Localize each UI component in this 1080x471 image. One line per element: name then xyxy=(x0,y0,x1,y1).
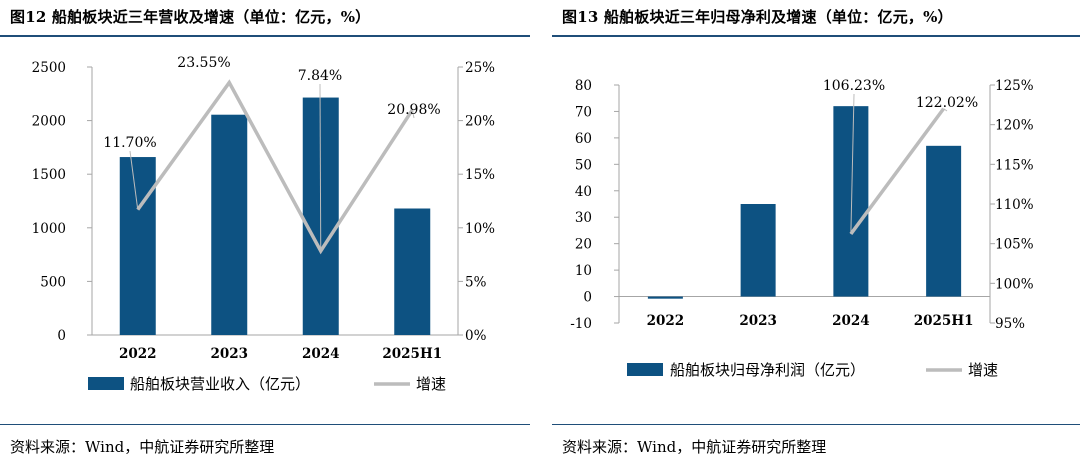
x-tick-label: 2022 xyxy=(119,346,157,362)
bar-2023 xyxy=(740,204,776,297)
data-label: 23.55% xyxy=(177,55,230,71)
y2-tick-label: 5% xyxy=(465,274,487,290)
x-tick-label: 2024 xyxy=(832,313,870,329)
y-tick-label: 20 xyxy=(575,237,592,253)
title-rule xyxy=(552,35,1080,37)
data-label-leader xyxy=(850,93,855,234)
y2-tick-label: 120% xyxy=(995,118,1034,134)
bar-2024 xyxy=(833,106,869,297)
y-tick-label: 30 xyxy=(575,210,592,226)
y-tick-label: 80 xyxy=(575,78,592,94)
bar-2025H1 xyxy=(926,145,962,297)
y-tick-label: 70 xyxy=(575,104,592,120)
y2-tick-label: 0% xyxy=(465,328,487,344)
bar-2022 xyxy=(119,157,156,335)
y2-tick-label: 110% xyxy=(995,197,1034,213)
title-rule xyxy=(0,35,530,37)
y-tick-label: 10 xyxy=(575,263,592,279)
legend-bar-swatch xyxy=(88,377,124,390)
legend-bar-label: 船舶板块归母净利润（亿元） xyxy=(670,361,865,379)
growth-line xyxy=(136,79,414,255)
source-note: 资料来源：Wind，中航证券研究所整理 xyxy=(10,438,275,456)
data-label: 106.23% xyxy=(823,78,885,94)
y2-tick-label: 125% xyxy=(995,78,1034,94)
y2-tick-label: 95% xyxy=(995,316,1025,332)
source-rule xyxy=(0,424,530,425)
y-tick-label: 0 xyxy=(57,328,66,344)
x-tick-label: 2023 xyxy=(210,346,248,362)
bar-2023 xyxy=(211,114,248,335)
growth-line xyxy=(849,107,946,235)
legend-bar-swatch xyxy=(627,363,663,376)
legend-bar-label: 船舶板块营业收入（亿元） xyxy=(130,375,310,393)
y-tick-label: 2000 xyxy=(32,114,66,130)
data-label-leader xyxy=(129,150,139,210)
x-tick-label: 2025H1 xyxy=(914,313,974,329)
y-tick-label: 1000 xyxy=(32,221,66,237)
data-label: 20.98% xyxy=(387,102,440,118)
data-label: 7.84% xyxy=(298,68,342,84)
y2-tick-label: 115% xyxy=(995,157,1034,173)
data-label-leader xyxy=(319,83,322,251)
legend-line-label: 增速 xyxy=(968,361,998,379)
y-tick-label: 500 xyxy=(40,274,66,290)
bar-2022 xyxy=(647,296,683,299)
y2-tick-label: 105% xyxy=(995,237,1034,253)
data-label: 122.02% xyxy=(916,95,978,111)
source-rule xyxy=(552,424,1080,425)
y2-tick-label: 10% xyxy=(465,221,495,237)
y2-tick-label: 20% xyxy=(465,114,495,130)
x-tick-label: 2023 xyxy=(739,313,777,329)
bar-2025H1 xyxy=(394,208,431,335)
x-tick-label: 2025H1 xyxy=(382,346,442,362)
legend-line-label: 增速 xyxy=(416,375,446,393)
chart-title: 图12 船舶板块近三年营收及增速（单位：亿元，%） xyxy=(10,8,371,26)
y2-tick-label: 25% xyxy=(465,60,495,76)
x-tick-label: 2024 xyxy=(302,346,340,362)
y2-tick-label: 100% xyxy=(995,276,1034,292)
source-note: 资料来源：Wind，中航证券研究所整理 xyxy=(562,438,827,456)
y2-tick-label: 15% xyxy=(465,167,495,183)
revenue-chart: 2500 2000 1500 1000 500 0 25% 20% 15% 10% 5% 0% 2022… xyxy=(32,55,496,393)
y-tick-label: 40 xyxy=(575,184,592,200)
y-tick-label: 60 xyxy=(575,131,592,147)
y-tick-label: 50 xyxy=(575,157,592,173)
chart-title: 图13 船舶板块近三年归母净利及增速（单位：亿元，%） xyxy=(562,8,953,26)
profit-chart: 80 70 60 50 40 30 20 10 0 -10 125% 120% 115% 110% 105%… xyxy=(570,78,1034,379)
y-tick-label: -10 xyxy=(570,316,592,332)
data-label: 11.70% xyxy=(103,135,156,151)
y-tick-label: 0 xyxy=(583,290,592,306)
data-label-leader xyxy=(411,109,415,119)
right-chart-panel: 图13 船舶板块近三年归母净利及增速（单位：亿元，%） 资料来源：Wind，中航… xyxy=(552,0,1080,471)
data-label-leader xyxy=(943,108,948,112)
y-tick-label: 2500 xyxy=(32,60,66,76)
x-tick-label: 2022 xyxy=(647,313,685,329)
left-chart-panel: 图12 船舶板块近三年营收及增速（单位：亿元，%） 资料来源：Wind，中航证券… xyxy=(0,0,530,471)
y-tick-label: 1500 xyxy=(32,167,66,183)
